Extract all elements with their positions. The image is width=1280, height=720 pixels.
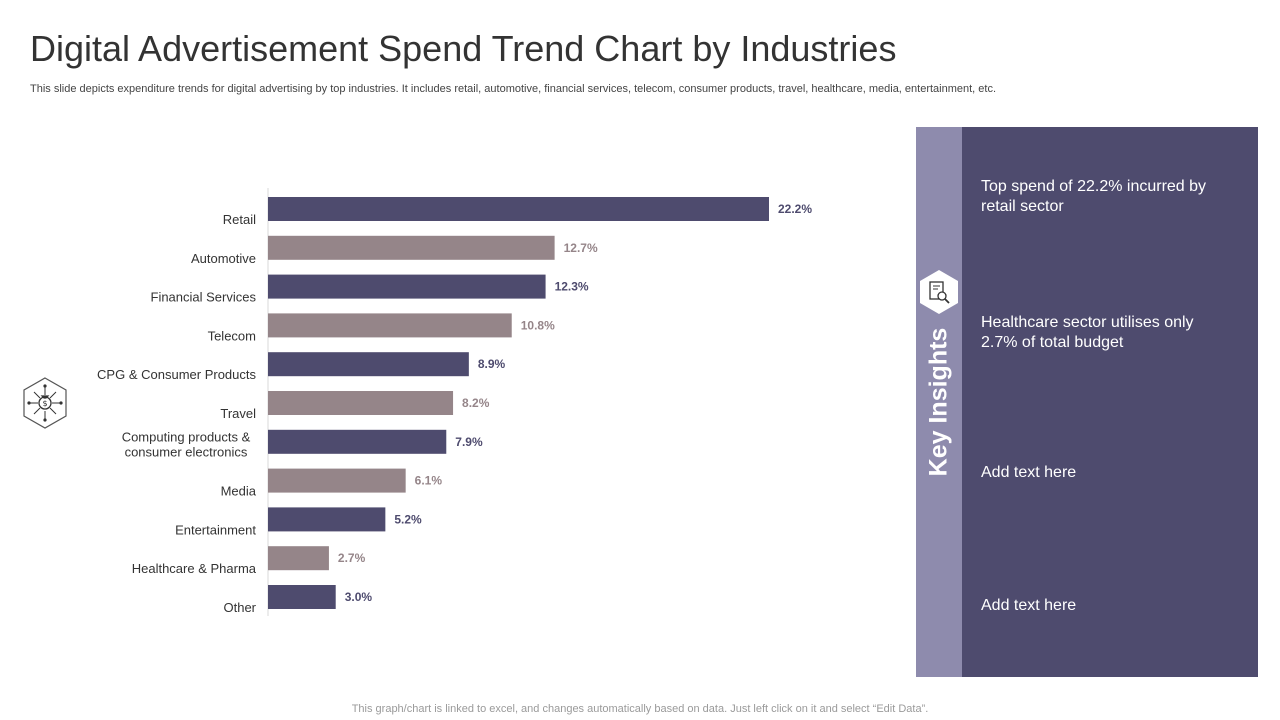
insight-item: Add text here xyxy=(981,597,1077,614)
insight-item: Add text here xyxy=(981,464,1077,481)
page-subtitle: This slide depicts expenditure trends fo… xyxy=(30,83,997,95)
bar-0 xyxy=(268,197,769,221)
bar-value-label: 5.2% xyxy=(394,512,422,526)
bar-value-label: 12.3% xyxy=(555,280,589,294)
category-label: Media xyxy=(221,484,257,499)
document-search-icon xyxy=(920,270,958,314)
bar-value-label: 12.7% xyxy=(564,241,598,255)
category-label: Other xyxy=(223,600,256,615)
category-label: Retail xyxy=(223,212,256,227)
money-bag-network-icon: $ xyxy=(23,377,67,429)
bar-value-label: 7.9% xyxy=(455,435,483,449)
category-label: Computing products & consumer electronics xyxy=(122,429,251,459)
bar-2 xyxy=(268,274,546,299)
bar-3 xyxy=(268,313,512,338)
category-label: Travel xyxy=(220,406,256,421)
category-label: Entertainment xyxy=(175,522,256,537)
category-label: Automotive xyxy=(191,251,256,266)
bar-4 xyxy=(268,352,469,377)
footer-note: This graph/chart is linked to excel, and… xyxy=(351,703,929,715)
svg-text:$: $ xyxy=(42,399,47,408)
bar-value-label: 8.9% xyxy=(478,357,506,371)
insight-item: Healthcare sector utilises only 2.7% of … xyxy=(981,314,1194,351)
bar-value-label: 10.8% xyxy=(521,318,555,332)
bar-1 xyxy=(268,235,555,260)
key-insights-body xyxy=(962,127,1258,677)
bar-9 xyxy=(268,546,329,571)
page-title: Digital Advertisement Spend Trend Chart … xyxy=(30,28,897,69)
category-label: CPG & Consumer Products xyxy=(97,367,256,382)
bar-10 xyxy=(268,585,336,609)
bar-value-label: 22.2% xyxy=(778,202,812,216)
category-label: Telecom xyxy=(208,328,256,343)
bar-5 xyxy=(268,391,454,415)
key-insights-strip xyxy=(916,127,962,677)
bar-6 xyxy=(268,429,447,454)
category-label: Financial Services xyxy=(151,290,257,305)
bar-8 xyxy=(268,507,386,532)
category-label: Healthcare & Pharma xyxy=(132,561,257,576)
key-insights-heading: Key Insights xyxy=(924,327,953,477)
key-insights-panel: Key Insights Top spend of 22.2% incurred… xyxy=(916,127,1258,677)
insight-item: Top spend of 22.2% incurred by retail se… xyxy=(981,178,1207,215)
bar-value-label: 6.1% xyxy=(415,474,443,488)
bar-7 xyxy=(268,468,406,493)
bar-value-label: 3.0% xyxy=(345,590,373,604)
bar-value-label: 8.2% xyxy=(462,396,490,410)
industry-spend-bar-chart: Retail Automotive Financial Services Teleco… xyxy=(97,188,812,616)
bar-value-label: 2.7% xyxy=(338,551,366,565)
